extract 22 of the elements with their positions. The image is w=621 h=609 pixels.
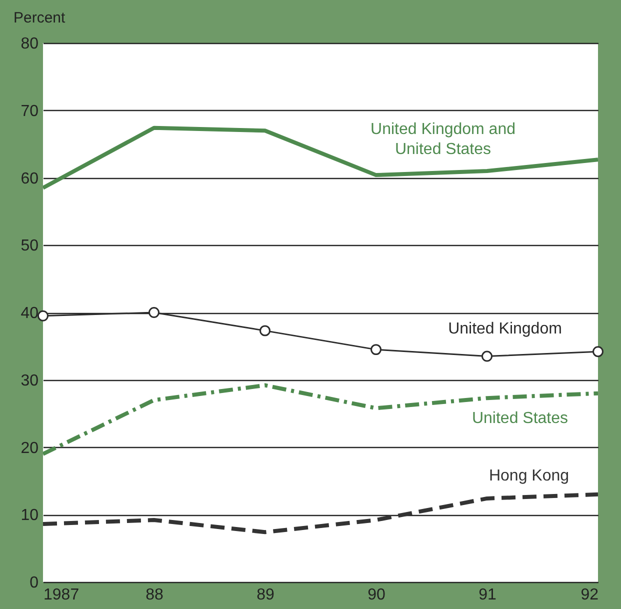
x-tick-label: 90	[368, 586, 386, 604]
y-tick-label: 0	[30, 574, 39, 592]
y-tick-label: 80	[20, 36, 39, 52]
y-tick-label: 30	[20, 372, 39, 390]
x-tick-label: 88	[146, 586, 164, 604]
x-tick-label: 1987	[44, 586, 80, 604]
y-tick-label: 40	[20, 305, 39, 322]
y-tick-label: 60	[20, 170, 39, 188]
line-series	[43, 383, 598, 456]
y-tick-label: 70	[20, 102, 39, 120]
x-tick-label: 89	[256, 586, 274, 604]
x-tick-label: 92	[580, 586, 599, 604]
series-label: United Kingdom and United States	[370, 121, 516, 158]
series-label: Hong Kong	[488, 467, 570, 484]
series-label: United Kingdom	[448, 320, 562, 338]
series-label: United States	[472, 410, 568, 428]
y-axis-title: Percent	[14, 10, 66, 26]
x-tick-label: 91	[478, 586, 496, 604]
y-tick-label: 50	[20, 238, 39, 255]
y-tick-label: 20	[20, 440, 39, 457]
line-series	[43, 492, 598, 534]
y-tick-label: 10	[20, 507, 39, 524]
